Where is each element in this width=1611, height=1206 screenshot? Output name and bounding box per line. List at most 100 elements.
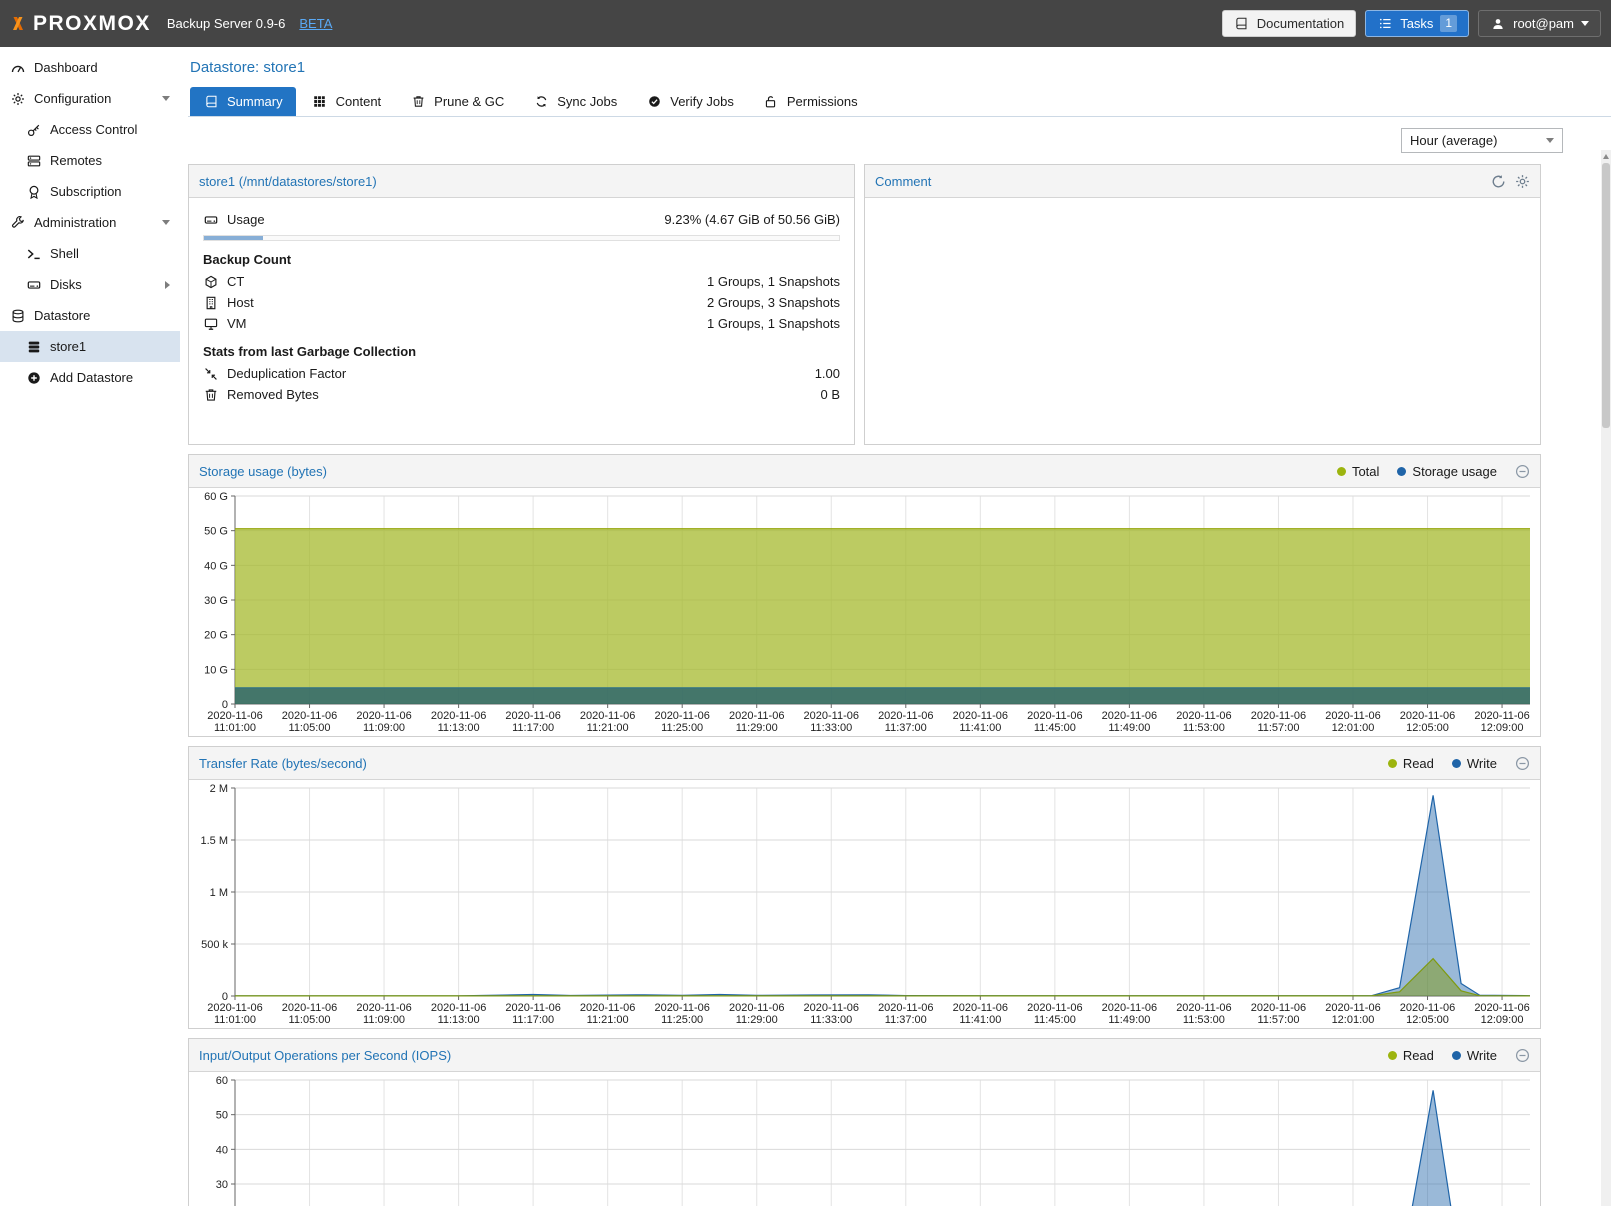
user-menu-button[interactable]: root@pam <box>1478 10 1601 37</box>
svg-text:2020-11-06: 2020-11-06 <box>804 710 859 722</box>
user-icon <box>1490 18 1506 30</box>
iops-panel: Input/Output Operations per Second (IOPS… <box>188 1038 1541 1206</box>
tab-prune-gc[interactable]: Prune & GC <box>397 87 517 116</box>
comment-body[interactable] <box>865 198 1540 444</box>
beta-link[interactable]: BETA <box>299 16 333 31</box>
sidebar-item-label: Configuration <box>34 91 112 106</box>
sidebar-item-label: Administration <box>34 215 117 230</box>
svg-text:1 M: 1 M <box>210 887 228 899</box>
sidebar-item-datastore[interactable]: Datastore <box>0 300 180 331</box>
svg-text:2 M: 2 M <box>210 783 228 795</box>
svg-text:2020-11-06: 2020-11-06 <box>580 1002 635 1014</box>
svg-text:11:21:00: 11:21:00 <box>587 722 629 734</box>
sidebar-item-remotes[interactable]: Remotes <box>0 145 180 176</box>
key-icon <box>26 123 42 137</box>
hdd-icon <box>26 278 42 292</box>
datastore-icon <box>26 340 42 354</box>
trash-icon <box>203 388 219 402</box>
sidebar-item-add-datastore[interactable]: Add Datastore <box>0 362 180 393</box>
legend-label: Write <box>1466 755 1497 771</box>
sidebar-item-administration[interactable]: Administration <box>0 207 180 238</box>
sidebar-item-disks[interactable]: Disks <box>0 269 180 300</box>
svg-text:12:01:00: 12:01:00 <box>1332 722 1375 734</box>
svg-text:11:05:00: 11:05:00 <box>289 1014 331 1026</box>
legend-write[interactable]: Write <box>1451 1048 1497 1063</box>
svg-text:2020-11-06: 2020-11-06 <box>654 1002 709 1014</box>
chevron-right-icon[interactable] <box>165 280 170 289</box>
svg-text:2020-11-06: 2020-11-06 <box>431 1002 486 1014</box>
tab-label: Prune & GC <box>434 94 505 109</box>
iops-chart-title: Input/Output Operations per Second (IOPS… <box>199 1047 452 1063</box>
svg-text:2020-11-06: 2020-11-06 <box>729 710 784 722</box>
legend-read[interactable]: Read <box>1387 1048 1434 1063</box>
tab-sync-jobs[interactable]: Sync Jobs <box>520 87 630 116</box>
tab-bar: Summary Content Prune & GC Sync Jobs Ver… <box>188 87 1611 117</box>
refresh-icon[interactable] <box>1491 174 1506 189</box>
legend-dot <box>1336 466 1346 476</box>
tab-verify-jobs[interactable]: Verify Jobs <box>633 87 747 116</box>
svg-text:11:17:00: 11:17:00 <box>512 722 554 734</box>
scrollbar-thumb[interactable] <box>1602 163 1610 428</box>
legend-read[interactable]: Read <box>1387 755 1434 771</box>
row-value: 1 Groups, 1 Snapshots <box>707 316 840 331</box>
sidebar-item-label: Add Datastore <box>50 370 134 385</box>
sidebar-item-dashboard[interactable]: Dashboard <box>0 52 180 83</box>
collapse-icon[interactable] <box>1515 756 1530 771</box>
scroll-up-arrow-icon[interactable] <box>1601 150 1611 162</box>
svg-text:2020-11-06: 2020-11-06 <box>1251 1002 1306 1014</box>
svg-text:2020-11-06: 2020-11-06 <box>1400 1002 1455 1014</box>
legend-total[interactable]: Total <box>1336 464 1379 479</box>
svg-text:11:09:00: 11:09:00 <box>363 1014 405 1026</box>
svg-text:50 G: 50 G <box>204 526 228 538</box>
sidebar-item-label: Access Control <box>50 122 138 137</box>
legend-write[interactable]: Write <box>1451 755 1497 771</box>
sidebar-item-configuration[interactable]: Configuration <box>0 83 180 114</box>
transfer-rate-chart: 2020-11-06 11:01:00 2020-11-06 11:05:00 2020… <box>189 780 1540 1028</box>
sidebar-item-access-control[interactable]: Access Control <box>0 114 180 145</box>
svg-text:11:45:00: 11:45:00 <box>1034 722 1076 734</box>
tasks-label: Tasks <box>1400 16 1434 31</box>
chevron-down-icon[interactable] <box>162 220 170 225</box>
svg-text:2020-11-06: 2020-11-06 <box>953 710 1008 722</box>
chevron-down-icon[interactable] <box>162 96 170 101</box>
svg-text:1.5 M: 1.5 M <box>200 835 228 847</box>
svg-text:11:09:00: 11:09:00 <box>363 722 405 734</box>
tasks-button[interactable]: Tasks 1 <box>1365 10 1470 37</box>
svg-text:2020-11-06: 2020-11-06 <box>878 710 933 722</box>
svg-text:11:13:00: 11:13:00 <box>438 722 480 734</box>
collapse-icon[interactable] <box>1515 1048 1530 1063</box>
tab-permissions[interactable]: Permissions <box>750 87 871 116</box>
tab-label: Content <box>335 94 382 109</box>
unlock-icon <box>763 95 779 108</box>
app-title: Backup Server 0.9-6 <box>166 16 286 31</box>
tab-content[interactable]: Content <box>299 87 395 116</box>
collapse-icon[interactable] <box>1515 464 1530 479</box>
time-range-value: Hour (average) <box>1410 133 1498 148</box>
gc-row-removed-bytes: Removed Bytes 0 B <box>203 385 840 404</box>
tasks-count-badge: 1 <box>1440 15 1458 32</box>
legend-label: Read <box>1402 755 1434 771</box>
sidebar-item-store1[interactable]: store1 <box>0 331 180 362</box>
chevron-down-icon <box>1546 138 1554 143</box>
time-range-select[interactable]: Hour (average) <box>1401 128 1563 153</box>
svg-text:11:57:00: 11:57:00 <box>1257 1014 1299 1026</box>
sidebar-item-label: Disks <box>50 277 82 292</box>
svg-text:11:37:00: 11:37:00 <box>885 1014 927 1026</box>
row-label: Deduplication Factor <box>227 366 347 381</box>
legend-storage-usage[interactable]: Storage usage <box>1397 464 1497 479</box>
vertical-scrollbar[interactable] <box>1601 150 1611 1206</box>
dashboard-icon <box>10 61 26 75</box>
svg-text:10 G: 10 G <box>204 664 228 676</box>
svg-text:20 G: 20 G <box>204 630 228 642</box>
usage-row: Usage 9.23% (4.67 GiB of 50.56 GiB) <box>203 210 840 229</box>
sidebar-item-shell[interactable]: Shell <box>0 238 180 269</box>
usage-progress-fill <box>204 236 263 240</box>
legend-dot <box>1387 758 1397 768</box>
sidebar-item-label: Remotes <box>50 153 103 168</box>
sidebar-item-subscription[interactable]: Subscription <box>0 176 180 207</box>
svg-text:2020-11-06: 2020-11-06 <box>356 1002 411 1014</box>
gear-icon[interactable] <box>1515 174 1530 189</box>
row-value: 0 B <box>820 387 840 402</box>
tab-summary[interactable]: Summary <box>190 87 296 116</box>
documentation-button[interactable]: Documentation <box>1221 10 1357 37</box>
